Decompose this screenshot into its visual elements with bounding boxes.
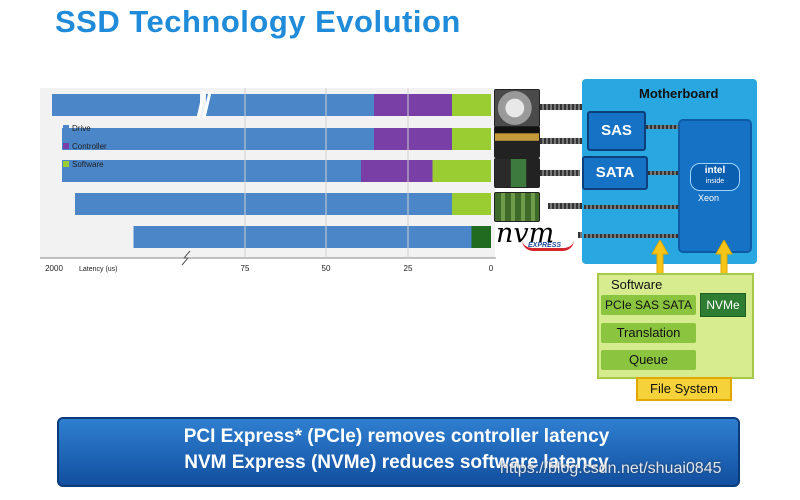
x-tick-label: 50 [322, 264, 331, 273]
bar-software [452, 193, 491, 215]
software-title: Software [611, 277, 663, 292]
file-system-box: File System [636, 377, 732, 401]
bar-software [452, 128, 491, 150]
pcie-sas-sata-layer: PCIe SAS SATA [601, 295, 696, 315]
intel-inside-text: inside [705, 178, 725, 185]
legend-swatch [63, 125, 69, 131]
x-tick-label: 25 [404, 264, 413, 273]
cable-sata [540, 170, 580, 176]
x-axis-label: Latency (us) [79, 266, 118, 273]
legend-label: Controller [72, 142, 107, 151]
motherboard-label: Motherboard [639, 86, 719, 101]
sata-controller-box: SATA [582, 156, 648, 190]
cable-pcie [548, 203, 582, 209]
bus-line-2 [644, 171, 680, 175]
bar-drive [62, 128, 374, 150]
bar-drive-segment [52, 94, 200, 116]
bar-software [471, 226, 491, 248]
x-tick-label: 0 [489, 264, 494, 273]
axis-break-marker [196, 91, 212, 119]
legend-label: Drive [72, 124, 91, 133]
nvm-logo-swoosh [522, 240, 574, 251]
cable-hdd [540, 104, 584, 110]
nvm-logo-sub: EXPRESS [528, 242, 562, 249]
sas-ssd-device-image [494, 126, 540, 158]
summary-banner [57, 417, 740, 487]
legend-swatch [63, 143, 69, 149]
bar-controller [361, 160, 433, 182]
translation-layer: Translation [601, 323, 696, 343]
hdd-device-image [494, 89, 540, 127]
intel-inside-logo: intel inside [690, 163, 740, 191]
page-title: SSD Technology Evolution [55, 4, 461, 39]
x-tick-label: 2000 [45, 264, 63, 273]
sas-controller-box: SAS [587, 111, 646, 151]
bus-line-1 [642, 125, 680, 129]
bar-controller [374, 94, 452, 116]
intel-logo-text: intel [704, 165, 726, 176]
bus-line-3 [584, 205, 680, 209]
banner-line-1: PCI Express* (PCIe) removes controller l… [183, 426, 610, 447]
xeon-label: Xeon [698, 193, 720, 203]
bar-drive [133, 226, 472, 248]
watermark: https://blog.csdn.net/shuai0845 [500, 460, 722, 477]
bar-drive [62, 160, 361, 182]
cable-sas [540, 138, 584, 144]
bus-line-4 [584, 234, 680, 238]
bar-drive [206, 94, 374, 116]
bar-software [432, 160, 491, 182]
x-tick-label: 75 [241, 264, 250, 273]
bar-software [452, 94, 491, 116]
pcie-ssd-card-image [494, 192, 540, 222]
sata-ssd-device-image [494, 158, 540, 188]
bar-controller [374, 128, 452, 150]
axis-break-squiggle [181, 250, 191, 266]
banner-line-2: NVM Express (NVMe) reduces software late… [184, 452, 609, 473]
nvm-express-logo: nvm EXPRESS [496, 218, 586, 254]
legend-swatch [63, 161, 69, 167]
nvme-layer: NVMe [700, 293, 746, 317]
bar-drive [75, 193, 452, 215]
cable-nvme [578, 232, 584, 238]
queue-layer: Queue [601, 350, 696, 370]
legend-label: Software [72, 160, 104, 169]
